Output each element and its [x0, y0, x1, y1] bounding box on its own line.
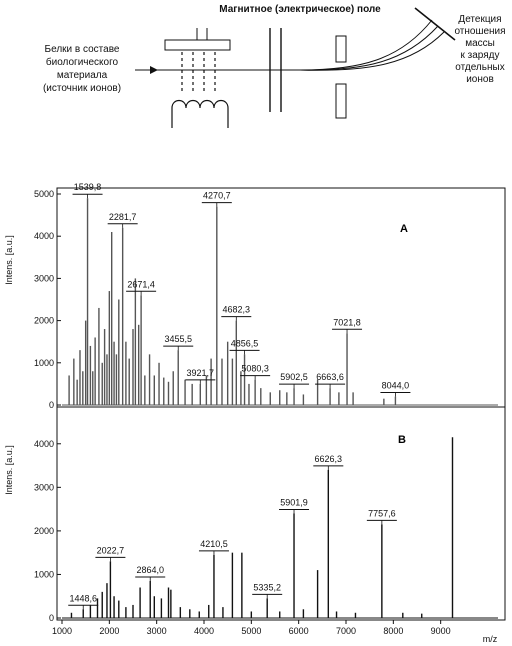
beam-arrow-head [150, 66, 158, 74]
detector-line-6: ионов [466, 74, 494, 85]
peak-label: 7021,8 [333, 317, 361, 327]
panel-a-label: A [400, 223, 408, 235]
peak-label: 4856,5 [231, 338, 259, 348]
peak-label: 6663,6 [316, 372, 344, 382]
source-line-3: материала [57, 70, 108, 81]
panel-b-peak-labels: 1448,6 2022,7 2864,0 4210,5 5335,2 5901,9 6626… [68, 454, 397, 610]
x-axis-label: m/z [483, 634, 498, 644]
peak-label: 4210,5 [200, 539, 228, 549]
panel-a-peak-labels: 1539,8 2281,7 2671,4 3455,5 3921,7 4270,7 4682… [72, 182, 411, 397]
detector-line-3: массы [465, 38, 495, 49]
deflector-bottom [335, 83, 347, 119]
peak-label: 5080,3 [241, 364, 269, 374]
y-tick-label: 2000 [34, 316, 54, 326]
x-tick-label: 2000 [99, 626, 119, 636]
y-tick-label: 1000 [34, 569, 54, 579]
x-tick-label: 4000 [194, 626, 214, 636]
x-tick-label: 9000 [431, 626, 451, 636]
x-axis-ticks: 1000 2000 3000 4000 5000 6000 7000 8000 9000 [52, 620, 451, 636]
ion-trajectories [299, 19, 445, 71]
panel-b: B Intens. [a.u.] 0 1000 2000 3000 4000 1448,… [4, 406, 506, 623]
y-tick-label: 4000 [34, 439, 54, 449]
y-tick-label: 4000 [34, 231, 54, 241]
x-tick-label: 5000 [241, 626, 261, 636]
y-tick-label: 1000 [34, 358, 54, 368]
panel-b-frame [56, 406, 506, 621]
panel-a-ylabel: Intens. [a.u.] [4, 235, 14, 285]
source-line-2: биологического [46, 56, 119, 68]
detector-line-5: отдельных [455, 62, 504, 73]
detector-line-2: отношения [454, 26, 505, 37]
peak-label: 2281,7 [109, 212, 137, 222]
y-tick-label: 0 [49, 613, 54, 623]
ion-emission-lines [181, 52, 216, 92]
panel-a-peaks [62, 198, 498, 406]
y-tick-label: 0 [49, 400, 54, 410]
peak-label: 1539,8 [74, 182, 102, 192]
peak-label: 5902,5 [280, 372, 308, 382]
panel-a: A Intens. [a.u.] 0 1000 2000 3000 4000 5000 1… [4, 182, 506, 410]
panel-b-y-ticks: 0 1000 2000 3000 4000 [34, 439, 61, 623]
x-tick-label: 8000 [383, 626, 403, 636]
detector-line-4: к заряду [461, 50, 500, 61]
x-tick-label: 7000 [336, 626, 356, 636]
y-tick-label: 2000 [34, 526, 54, 536]
x-tick-label: 1000 [52, 626, 72, 636]
peak-label: 5335,2 [253, 582, 281, 592]
coil [171, 99, 229, 128]
source-line-4: (источник ионов) [43, 83, 121, 94]
mass-spec-schematic: Магнитное (электрическое) поле Белки в с… [43, 4, 506, 128]
peak-label: 6626,3 [315, 454, 343, 464]
peak-label: 7757,6 [368, 508, 396, 518]
panel-b-ylabel: Intens. [a.u.] [4, 445, 14, 495]
field-title: Магнитное (электрическое) поле [219, 4, 381, 15]
y-tick-label: 3000 [34, 273, 54, 283]
panel-b-label: B [398, 434, 406, 446]
peak-label: 4682,3 [223, 305, 251, 315]
deflector-top [335, 35, 347, 63]
source-line-1: Белки в составе [45, 44, 120, 55]
peak-label: 2671,4 [127, 279, 155, 289]
peak-label: 4270,7 [203, 191, 231, 201]
peak-label: 8044,0 [382, 381, 410, 391]
y-tick-label: 3000 [34, 482, 54, 492]
sample-plate [164, 39, 231, 51]
peak-label: 2022,7 [97, 545, 125, 555]
mass-spectra-chart: A Intens. [a.u.] 0 1000 2000 3000 4000 5000 1… [4, 182, 506, 644]
detector-plate [414, 7, 456, 41]
peak-label: 1448,6 [69, 593, 97, 603]
peak-label: 3455,5 [164, 334, 192, 344]
y-tick-label: 5000 [34, 189, 54, 199]
x-tick-label: 6000 [289, 626, 309, 636]
x-tick-label: 3000 [147, 626, 167, 636]
panel-a-y-ticks: 0 1000 2000 3000 4000 5000 [34, 189, 61, 410]
peak-label: 2864,0 [136, 565, 164, 575]
peak-label: 5901,9 [280, 497, 308, 507]
panel-b-peaks [62, 437, 498, 619]
detector-line-1: Детекция [458, 14, 501, 25]
peak-label: 3921,7 [187, 368, 215, 378]
